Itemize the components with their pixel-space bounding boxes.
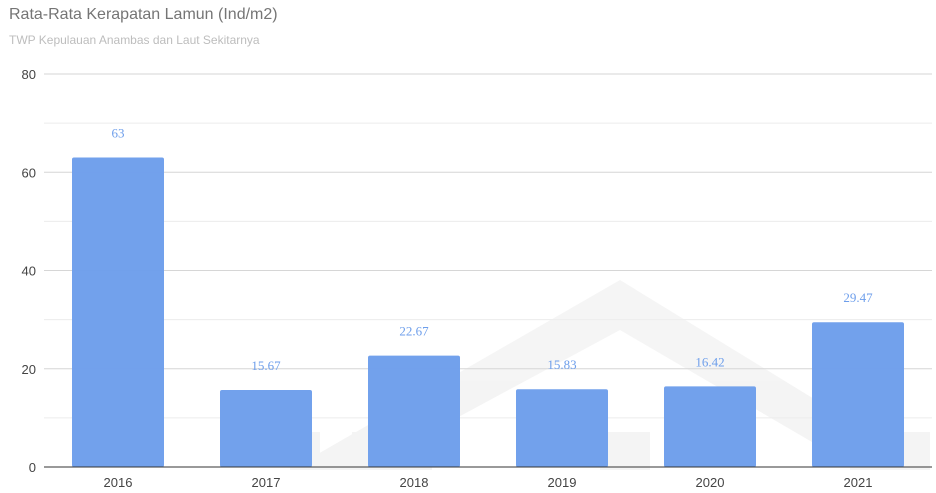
x-tick-label: 2016: [104, 475, 133, 490]
y-tick-label: 20: [22, 362, 36, 377]
data-label: 63: [112, 126, 125, 141]
x-tick-label: 2017: [252, 475, 281, 490]
data-label: 16.42: [695, 354, 724, 369]
data-label: 22.67: [399, 324, 429, 339]
x-tick-label: 2021: [844, 475, 873, 490]
chart-subtitle: TWP Kepulauan Anambas dan Laut Sekitarny…: [9, 33, 260, 47]
chart-title: Rata-Rata Kerapatan Lamun (Ind/m2): [9, 6, 278, 23]
bar-2020[interactable]: [664, 386, 756, 467]
data-label: 15.83: [547, 357, 576, 372]
data-label: 15.67: [251, 358, 281, 373]
x-tick-label: 2019: [548, 475, 577, 490]
bar-2017[interactable]: [220, 390, 312, 467]
bar-2016[interactable]: [72, 157, 164, 467]
y-tick-label: 0: [29, 460, 36, 475]
x-tick-label: 2020: [696, 475, 725, 490]
y-tick-label: 80: [22, 67, 36, 82]
y-tick-label: 40: [22, 264, 36, 279]
y-tick-label: 60: [22, 165, 36, 180]
bar-2021[interactable]: [812, 322, 904, 467]
x-tick-label: 2018: [400, 475, 429, 490]
bar-2019[interactable]: [516, 389, 608, 467]
bar-2018[interactable]: [368, 355, 460, 467]
data-label: 29.47: [843, 290, 873, 305]
